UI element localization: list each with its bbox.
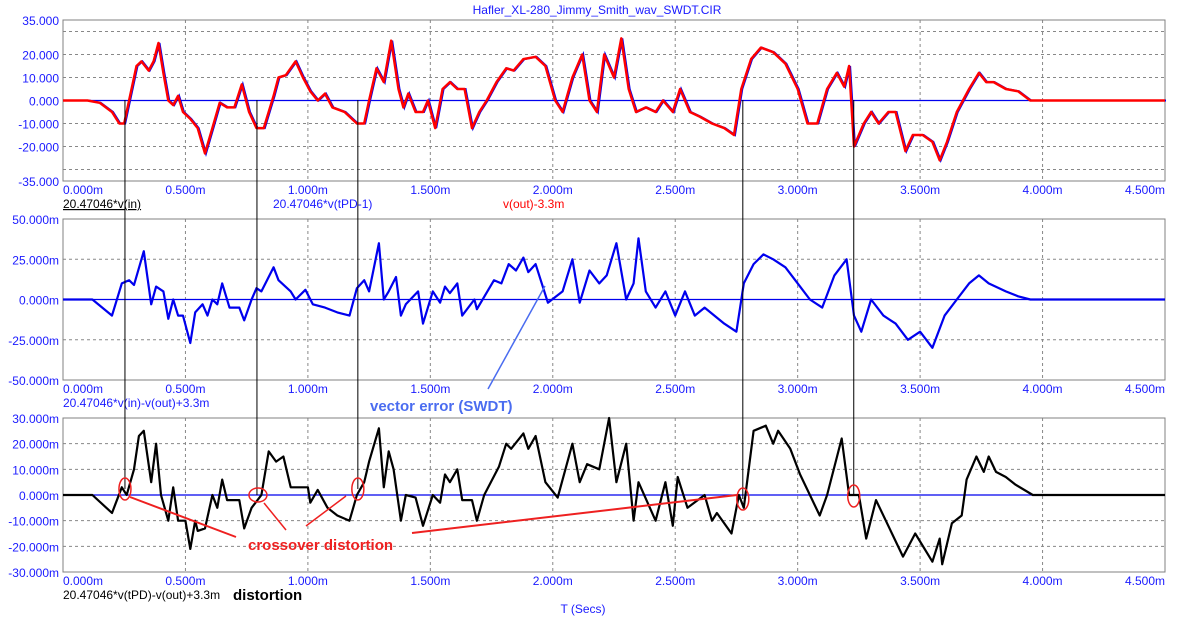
legend-label: 20.47046*v(in) <box>63 197 141 211</box>
y-tick-label: 0.000 <box>29 95 59 109</box>
x-tick-label: 2.500m <box>655 574 695 588</box>
legend-label: 20.47046*v(in)-v(out)+3.3m <box>63 396 209 410</box>
x-tick-label: 2.500m <box>655 382 695 396</box>
chart-title: Hafler_XL-280_Jimmy_Smith_wav_SWDT.CIR <box>473 3 722 17</box>
plot-1: 0.000m 0.500m 1.000m 1.500m 2.000m 2.500m 3.00… <box>18 14 1166 211</box>
crossover-marker-circle <box>846 484 861 508</box>
x-tick-label: 4.000m <box>1023 382 1063 396</box>
x-tick-label: 2.000m <box>533 574 573 588</box>
x-tick-label: 0.500m <box>165 574 205 588</box>
vector-error-pointer <box>487 285 546 390</box>
x-tick-label: 3.000m <box>778 183 818 197</box>
x-tick-label: 4.000m <box>1023 183 1063 197</box>
x-tick-label: 2.000m <box>533 183 573 197</box>
x-tick-label: 0.500m <box>165 183 205 197</box>
x-tick-label: 1.500m <box>410 574 450 588</box>
crossover-pointer-4 <box>411 494 738 534</box>
crossover-pointer-2 <box>263 502 287 531</box>
x-tick-label: 4.000m <box>1023 574 1063 588</box>
y-tick-label: -35.000 <box>18 175 59 189</box>
y-tick-label: 20.000m <box>12 438 59 452</box>
crossover-marker-circle <box>248 487 268 503</box>
crossover-pointer-3 <box>305 495 347 527</box>
y-tick-label: -10.000m <box>8 515 59 529</box>
y-tick-label: 30.000m <box>12 412 59 426</box>
x-tick-label: 1.000m <box>288 183 328 197</box>
trace-distortion <box>63 416 1165 566</box>
y-tick-label: -20.000m <box>8 540 59 554</box>
plot-3: 0.000m 0.500m 1.000m 1.500m 2.000m 2.500m 3.00… <box>8 412 1166 602</box>
crossover-marker-circle <box>736 487 750 511</box>
y-tick-label: 25.000m <box>12 253 59 267</box>
x-tick-label: 0.000m <box>63 183 103 197</box>
x-tick-label: 4.500m <box>1125 574 1165 588</box>
distortion-annotation: distortion <box>233 587 302 604</box>
x-tick-label: 1.000m <box>288 574 328 588</box>
x-tick-label: 4.500m <box>1125 382 1165 396</box>
legend-label: 20.47046*v(tPD)-v(out)+3.3m <box>63 588 220 602</box>
y-tick-label: 20.000 <box>22 49 59 63</box>
x-tick-label: 3.000m <box>778 382 818 396</box>
y-tick-label: -50.000m <box>8 374 59 388</box>
y-tick-label: 35.000 <box>22 14 59 28</box>
x-tick-label: 1.500m <box>410 382 450 396</box>
y-tick-label: -30.000m <box>8 566 59 580</box>
y-tick-label: 10.000m <box>12 463 59 477</box>
x-tick-label: 0.000m <box>63 382 103 396</box>
x-tick-label: 0.500m <box>165 382 205 396</box>
y-tick-label: 10.000 <box>22 72 59 86</box>
trace-vtpd <box>64 38 1166 164</box>
x-tick-label: 3.500m <box>900 382 940 396</box>
y-tick-label: -10.000 <box>18 118 59 132</box>
y-tick-label: 0.000m <box>19 489 59 503</box>
x-tick-label: 4.500m <box>1125 183 1165 197</box>
legend-label: v(out)-3.3m <box>503 197 564 211</box>
y-tick-label: -25.000m <box>8 334 59 348</box>
x-tick-label: 3.000m <box>778 574 818 588</box>
plot-2: 0.000m 0.500m 1.000m 1.500m 2.000m 2.500m 3.00… <box>8 213 1166 410</box>
crossover-distortion-annotation: crossover distortion <box>248 537 393 554</box>
legend-label: 20.47046*v(tPD-1) <box>273 197 372 211</box>
x-tick-label: 0.000m <box>63 574 103 588</box>
x-tick-label: 3.500m <box>900 183 940 197</box>
trace-vout <box>63 37 1165 162</box>
x-axis-label: T (Secs) <box>560 602 605 616</box>
vector-error-annotation: vector error (SWDT) <box>370 398 513 415</box>
y-tick-label: 0.000m <box>19 294 59 308</box>
x-tick-label: 1.500m <box>410 183 450 197</box>
x-tick-label: 2.500m <box>655 183 695 197</box>
crossover-pointer-1 <box>129 496 237 538</box>
x-tick-label: 3.500m <box>900 574 940 588</box>
y-tick-label: 50.000m <box>12 213 59 227</box>
y-tick-label: -20.000 <box>18 141 59 155</box>
crossover-marker-circle <box>118 477 132 501</box>
x-tick-label: 1.000m <box>288 382 328 396</box>
crossover-marker-circle <box>351 477 365 501</box>
x-tick-label: 2.000m <box>533 382 573 396</box>
trace-vector-error <box>63 237 1165 349</box>
